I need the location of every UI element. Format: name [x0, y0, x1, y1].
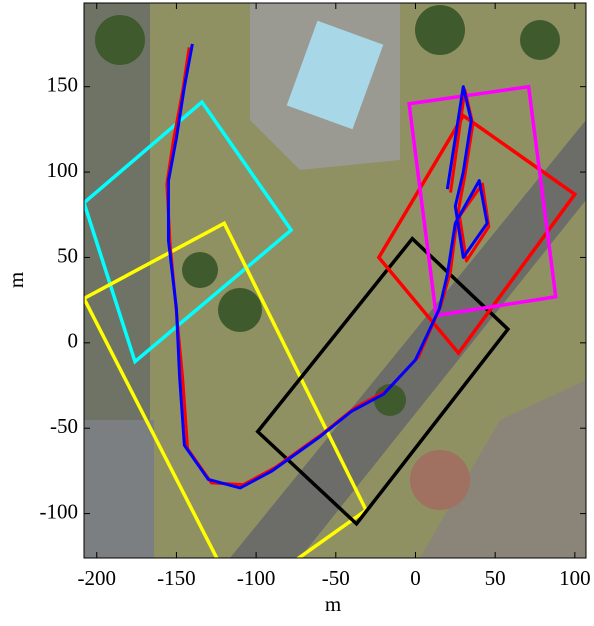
x-tick-label: 50: [485, 566, 506, 590]
y-tick-label: 0: [68, 329, 79, 353]
y-tick-label: 100: [47, 158, 79, 182]
chart: m m -200 -150 -100 -50 0 50 100 -100 -50 0 50 100 15…: [0, 0, 594, 621]
x-tick-label: -50: [322, 566, 350, 590]
x-tick-label: -100: [237, 566, 276, 590]
y-tick-label: 50: [57, 243, 78, 267]
x-tick-label: -200: [77, 566, 116, 590]
y-tick-label: 150: [47, 72, 79, 96]
y-tick-label: -100: [40, 499, 79, 523]
y-axis-label: m: [4, 272, 28, 288]
x-axis-label: m: [325, 592, 341, 616]
y-tick-label: -50: [50, 414, 78, 438]
x-tick-label: -150: [157, 566, 196, 590]
x-tick-label: 100: [559, 566, 591, 590]
x-tick-label: 0: [410, 566, 421, 590]
